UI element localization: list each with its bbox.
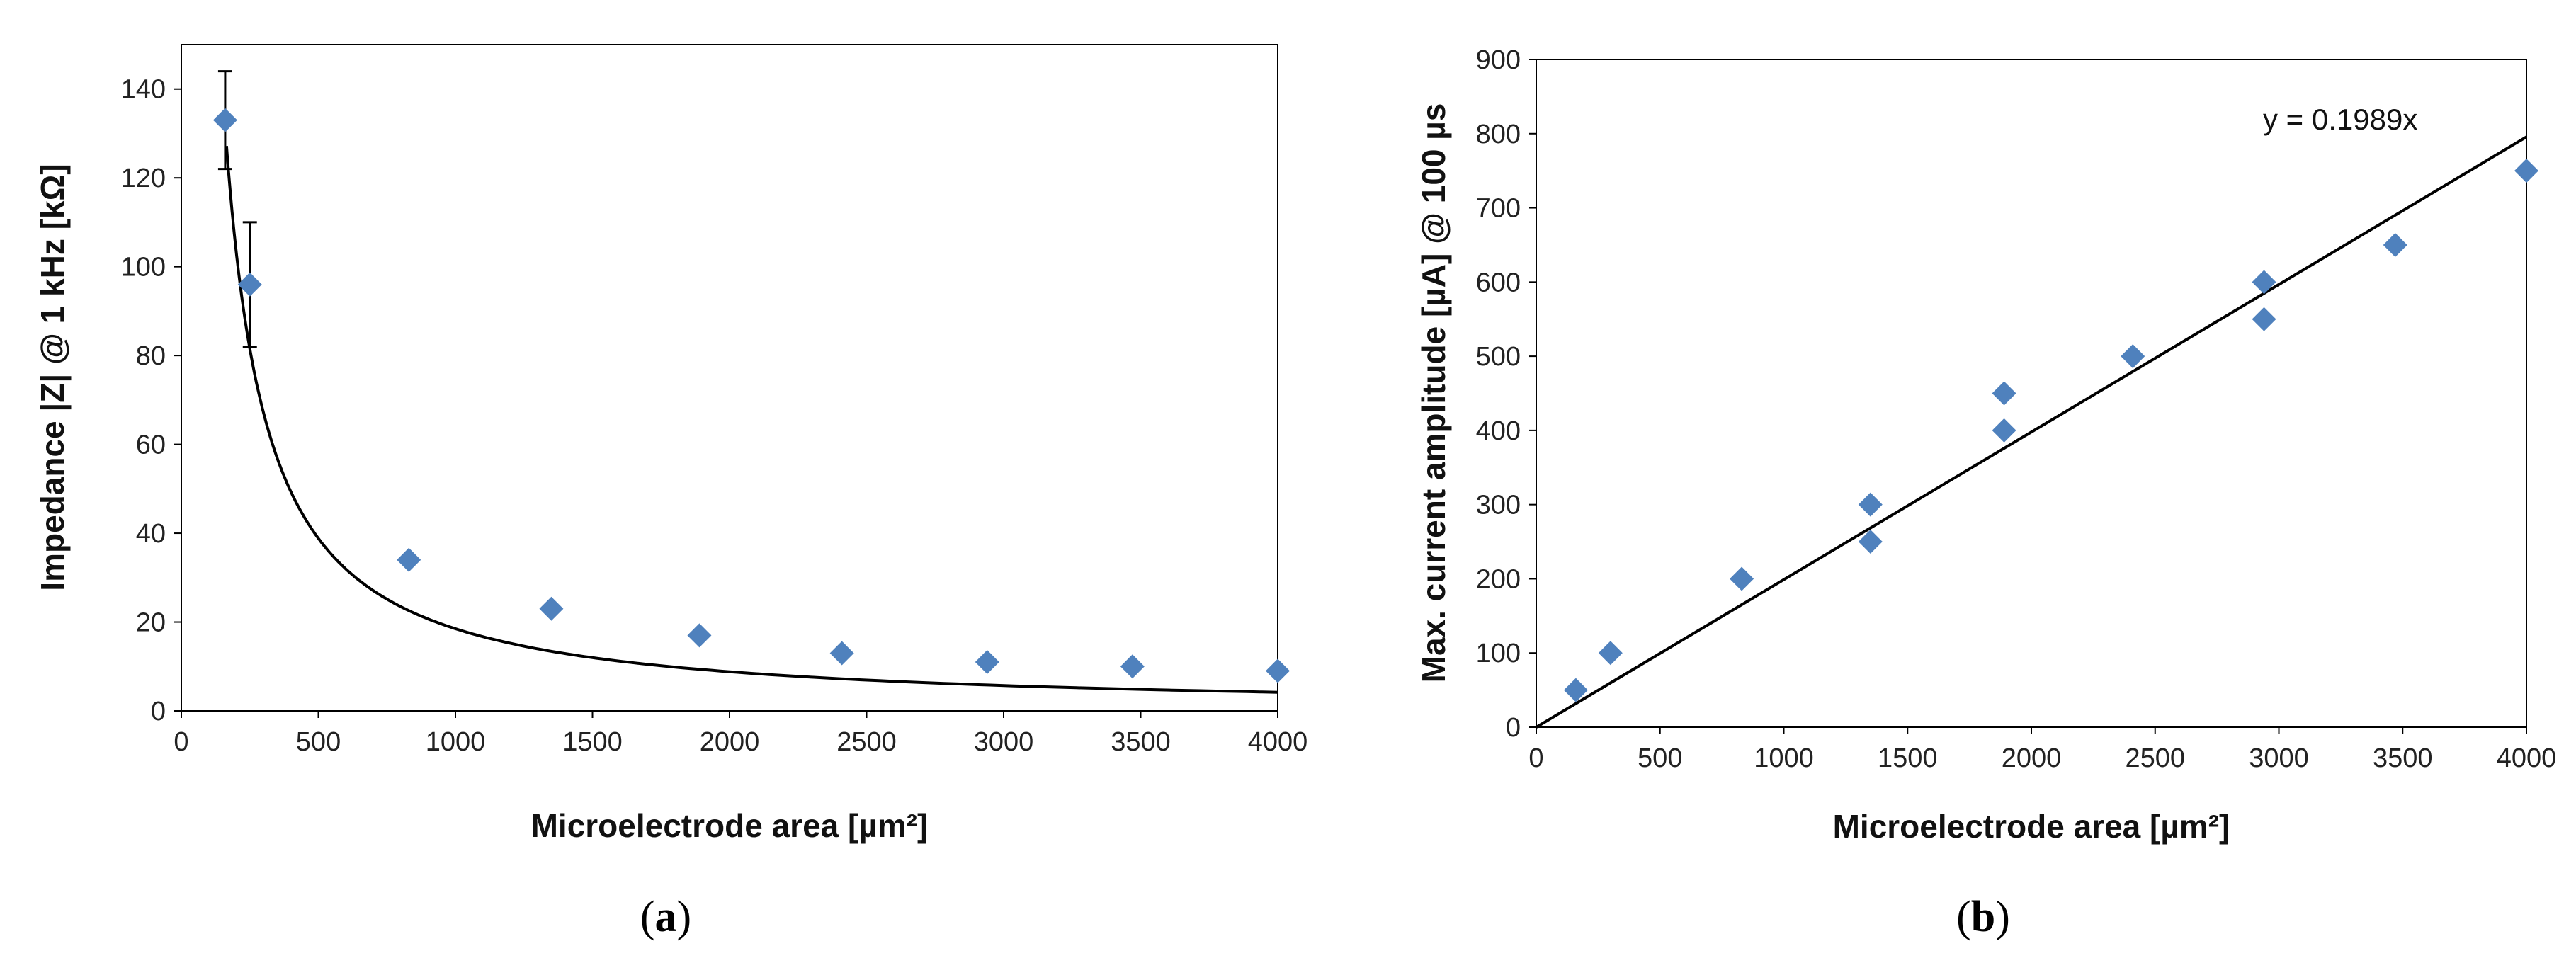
data-point	[1858, 492, 1883, 517]
data-point	[1120, 654, 1145, 679]
x-tick-label: 500	[296, 727, 341, 757]
x-tick-label: 2000	[2002, 743, 2062, 773]
data-point	[539, 596, 564, 621]
plot-area-b	[1536, 59, 2527, 728]
data-points-b	[1563, 159, 2538, 702]
linear-fit-line	[1535, 135, 2528, 729]
y-tick-label: 0	[1506, 713, 1521, 743]
y-tick-label: 700	[1476, 194, 1521, 224]
x-tick-label: 3500	[1111, 727, 1171, 757]
y-axis-title-a: Impedance |Z| @ 1 kHz [kΩ]	[34, 164, 71, 591]
x-tick-label: 1500	[562, 727, 623, 757]
y-tick-label: 800	[1476, 120, 1521, 149]
x-axis-title-b: Microelectrode area [µm²]	[1833, 808, 2230, 845]
data-point	[975, 649, 999, 674]
x-tick-label: 0	[174, 727, 188, 757]
y-tick-label: 20	[136, 608, 166, 638]
y-tick-label: 120	[121, 164, 166, 193]
x-ticks-a: 0 500 1000 1500 2000 2500 3000 3500 4000	[174, 711, 1307, 757]
data-point	[397, 547, 421, 572]
x-tick-label: 1500	[1878, 743, 1938, 773]
data-point	[2383, 232, 2407, 257]
data-point	[1730, 566, 1754, 591]
power-fit-curve	[225, 146, 1278, 694]
x-tick-label: 2500	[836, 727, 897, 757]
chart-panel-a: 0 20 40 60 80 100 120 140 0 500 1000 1500 2000 2500 3…	[34, 44, 1307, 941]
y-tick-label: 60	[136, 430, 166, 460]
data-point	[1563, 678, 1588, 702]
y-tick-label: 300	[1476, 491, 1521, 520]
y-tick-label: 0	[151, 697, 166, 726]
data-point	[2252, 307, 2276, 331]
panel-label-b: (b)	[1956, 893, 2010, 941]
fit-curve-a	[225, 146, 1278, 694]
y-tick-label: 80	[136, 341, 166, 371]
data-point	[1266, 658, 1290, 683]
x-tick-label: 0	[1528, 743, 1543, 773]
data-point	[1992, 418, 2016, 443]
y-tick-label: 140	[121, 75, 166, 105]
data-point	[1992, 381, 2016, 406]
plot-area-a	[181, 44, 1278, 712]
y-ticks-a: 0 20 40 60 80 100 120 140	[121, 75, 181, 726]
y-tick-label: 600	[1476, 268, 1521, 297]
data-point	[237, 272, 262, 297]
x-tick-label: 4000	[1248, 727, 1308, 757]
y-tick-label: 500	[1476, 342, 1521, 372]
data-point	[829, 641, 854, 666]
x-tick-label: 4000	[2497, 743, 2557, 773]
panel-label-a-letter: a	[655, 893, 677, 941]
y-axis-title-b: Max. current amplitude [µA] @ 100 µs	[1415, 103, 1452, 683]
data-point	[2514, 159, 2538, 183]
panel-label-b-letter: b	[1971, 893, 1995, 941]
x-tick-label: 500	[1638, 743, 1682, 773]
y-ticks-b: 0 100 200 300 400 500 600 700 800 900	[1476, 45, 1536, 743]
x-tick-label: 1000	[426, 727, 486, 757]
x-tick-label: 2500	[2125, 743, 2185, 773]
x-tick-label: 1000	[1754, 743, 1814, 773]
data-points-a	[212, 108, 1290, 683]
x-tick-label: 3000	[974, 727, 1034, 757]
panel-label-a: (a)	[640, 893, 691, 941]
y-tick-label: 900	[1476, 45, 1521, 75]
x-axis-title-a: Microelectrode area [µm²]	[531, 807, 929, 844]
data-point	[2252, 270, 2276, 295]
y-tick-label: 100	[121, 253, 166, 283]
chart-panel-b: 0 100 200 300 400 500 600 700 800 900 0 500 1000 150…	[1415, 45, 2556, 941]
x-tick-label: 2000	[700, 727, 760, 757]
fit-equation-label: y = 0.1989x	[2263, 103, 2417, 136]
data-point	[212, 108, 237, 132]
data-point	[2121, 344, 2145, 369]
y-tick-label: 40	[136, 519, 166, 549]
fit-line-b	[1535, 135, 2528, 729]
data-point	[1598, 641, 1623, 666]
x-tick-label: 3500	[2373, 743, 2433, 773]
data-point	[687, 623, 712, 648]
data-point	[1858, 530, 1883, 554]
x-ticks-b: 0 500 1000 1500 2000 2500 3000 3500 4000	[1528, 727, 2556, 773]
x-tick-label: 3000	[2249, 743, 2309, 773]
y-tick-label: 100	[1476, 639, 1521, 668]
y-tick-label: 200	[1476, 564, 1521, 594]
y-tick-label: 400	[1476, 416, 1521, 446]
